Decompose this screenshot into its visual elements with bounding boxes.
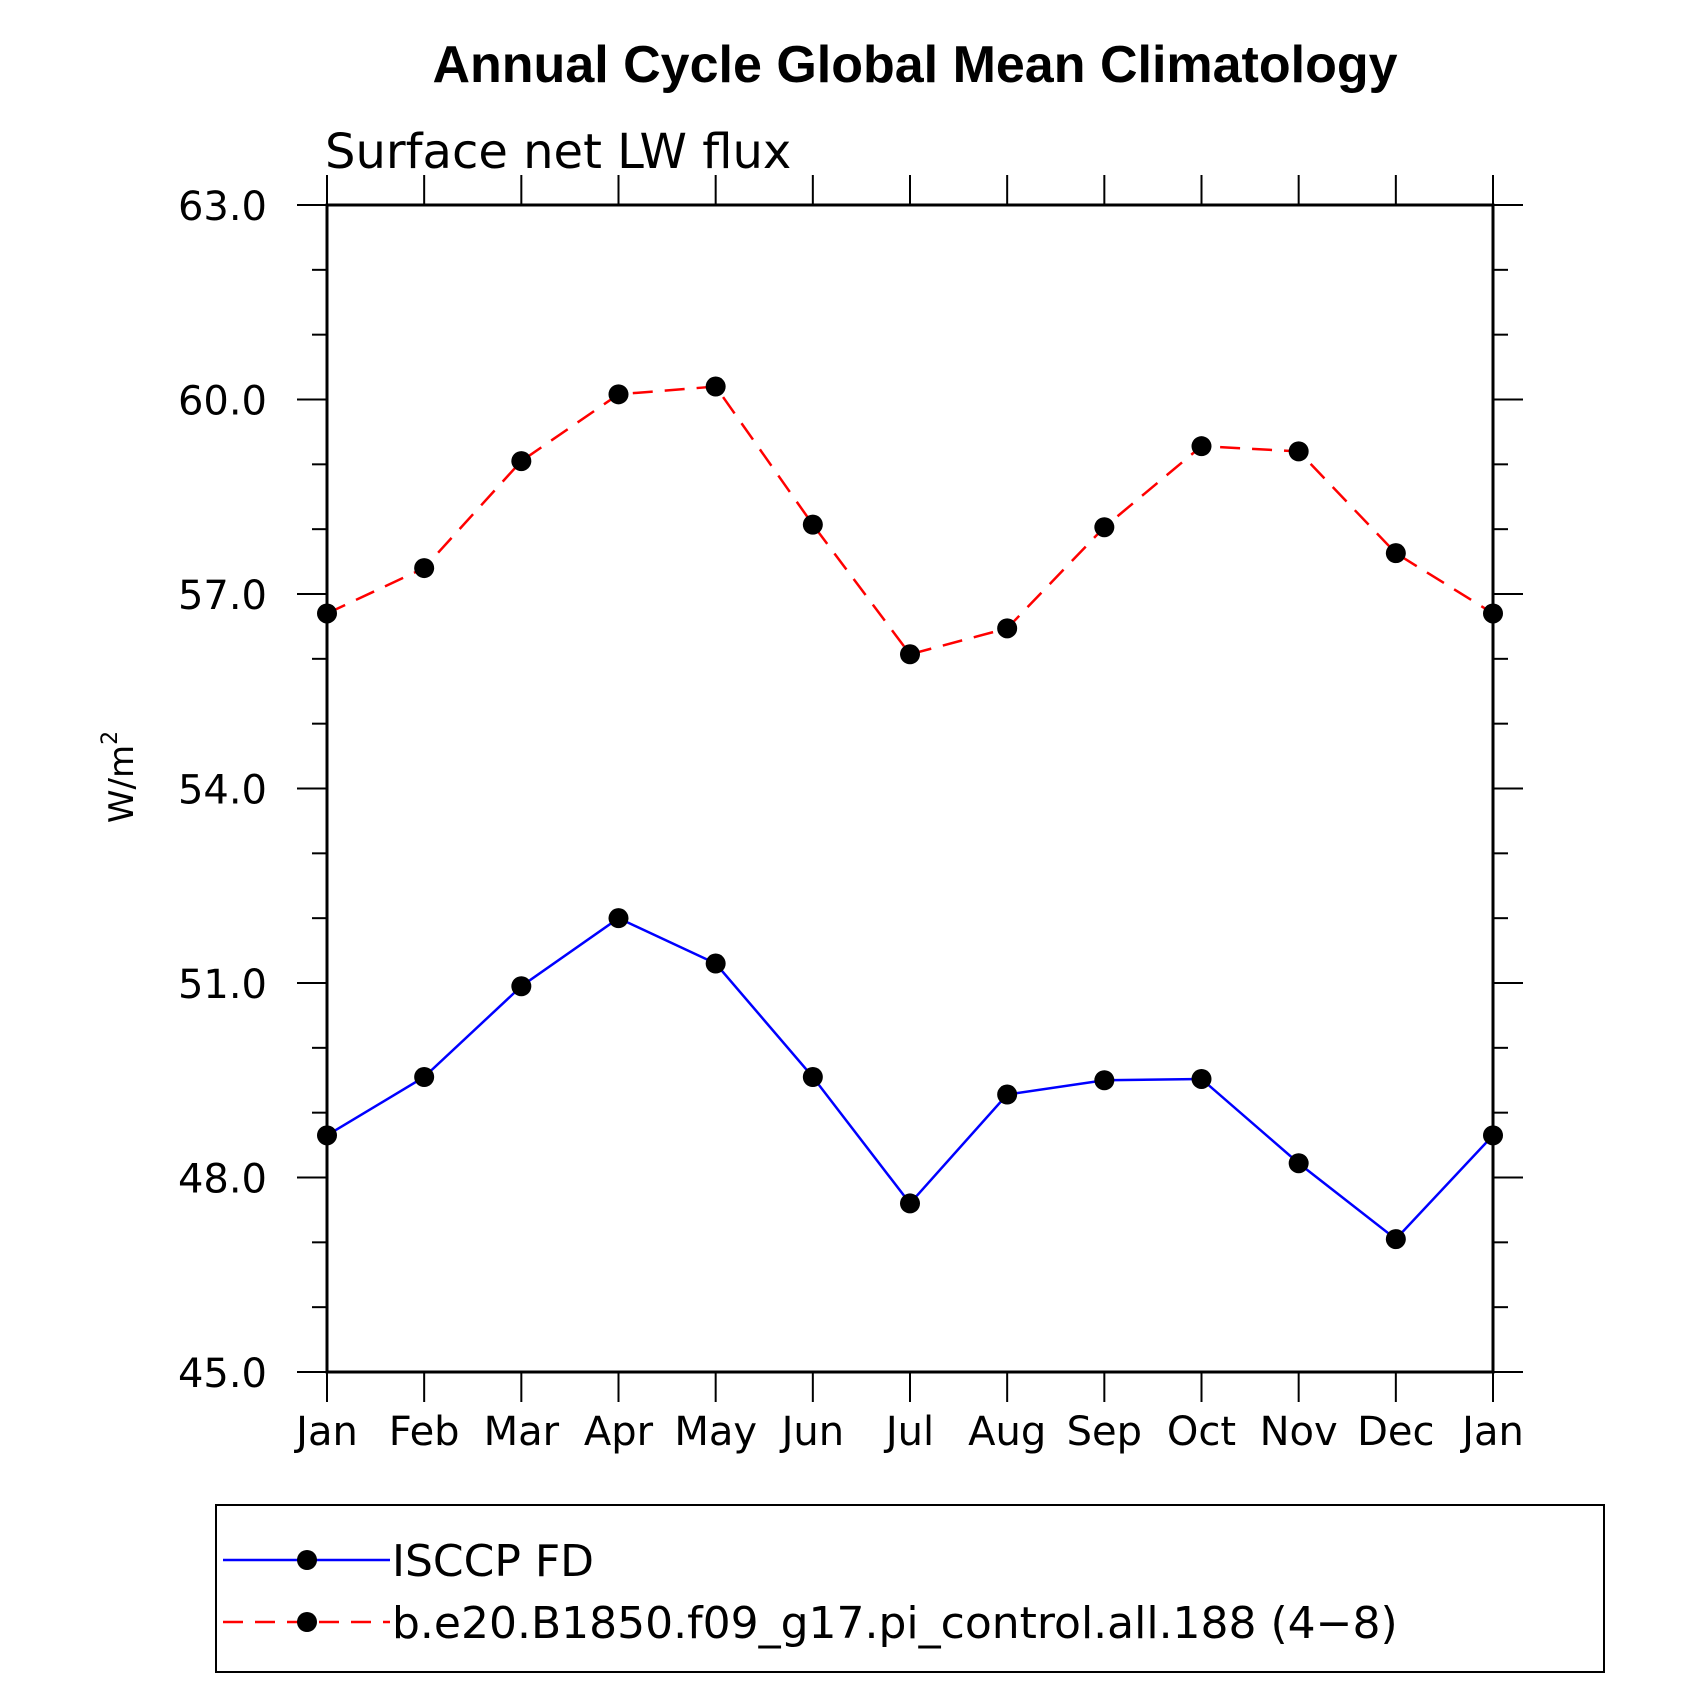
data-point — [900, 1193, 920, 1214]
y-axis-label-superscript: 2 — [98, 731, 123, 745]
x-tick-label: Feb — [389, 1409, 460, 1455]
x-tick-label: Aug — [968, 1409, 1046, 1455]
y-tick-label: 51.0 — [178, 962, 267, 1008]
y-tick-label: 48.0 — [178, 1157, 267, 1203]
data-point — [997, 1084, 1018, 1105]
legend-item: b.e20.B1850.f09_g17.pi_control.all.188 (… — [223, 1598, 1398, 1649]
chart-title: Annual Cycle Global Mean Climatology — [432, 36, 1397, 94]
data-point — [705, 953, 726, 974]
legend-marker — [297, 1550, 317, 1570]
chart-subtitle: Surface net LW flux — [325, 124, 791, 180]
svg-text:W/m2: W/m2 — [98, 731, 142, 823]
data-point — [705, 376, 726, 397]
y-axis-label-text: W/m — [102, 745, 142, 823]
x-tick-label: Sep — [1067, 1409, 1142, 1455]
x-tick-label: Mar — [484, 1409, 560, 1455]
data-point — [1191, 1068, 1212, 1089]
legend-label: ISCCP FD — [392, 1536, 594, 1587]
data-point — [1483, 603, 1503, 624]
data-point — [1191, 436, 1212, 457]
x-tick-labels: Jan Feb Mar Apr May Jun Jul Aug Sep Oct Nov Dec Jan — [293, 1409, 1524, 1455]
series-line — [326, 385, 1494, 656]
series-layer — [317, 376, 1503, 1250]
series-0 — [317, 908, 1503, 1250]
data-point — [1094, 1070, 1115, 1091]
series-line — [326, 916, 1494, 1241]
y-tick-label: 54.0 — [178, 768, 267, 814]
legend-box — [215, 1504, 1605, 1673]
legend-item: ISCCP FD — [223, 1536, 594, 1587]
data-point — [802, 1067, 823, 1088]
legend: ISCCP FD b.e20.B1850.f09_g17.pi_control.a… — [223, 1536, 1398, 1649]
data-point — [1094, 517, 1115, 538]
y-tick-label: 60.0 — [178, 379, 267, 425]
data-point — [317, 603, 337, 624]
data-point — [1483, 1125, 1503, 1146]
x-tick-label: Jun — [779, 1409, 845, 1455]
data-point — [1288, 1153, 1309, 1174]
data-point — [1385, 1229, 1406, 1250]
x-tick-label: Dec — [1357, 1409, 1434, 1455]
data-point — [997, 618, 1018, 639]
y-tick-label: 57.0 — [178, 573, 267, 619]
x-tick-label: Oct — [1167, 1409, 1236, 1455]
y-tick-label: 45.0 — [178, 1351, 267, 1397]
data-point — [414, 1067, 435, 1088]
y-tick-label: 63.0 — [178, 184, 267, 230]
data-point — [802, 514, 823, 535]
series-1 — [317, 376, 1503, 665]
data-point — [511, 976, 532, 997]
data-point — [1288, 441, 1309, 462]
x-tick-label: Apr — [584, 1409, 654, 1455]
data-point — [414, 558, 435, 579]
legend-label: b.e20.B1850.f09_g17.pi_control.all.188 (… — [392, 1598, 1398, 1649]
x-tick-label: Jul — [883, 1409, 934, 1455]
data-point — [900, 644, 920, 665]
x-tick-label: Jan — [293, 1409, 358, 1455]
y-tick-labels: 45.0 48.0 51.0 54.0 57.0 60.0 63.0 — [178, 184, 267, 1397]
axis-ticks — [297, 175, 1523, 1402]
x-tick-label: Jan — [1459, 1409, 1524, 1455]
data-point — [511, 451, 532, 472]
data-point — [317, 1125, 337, 1146]
data-point — [1385, 543, 1406, 564]
y-axis-label: W/m2 — [98, 731, 142, 823]
x-tick-label: May — [674, 1409, 757, 1455]
legend-marker — [297, 1612, 317, 1632]
x-tick-label: Nov — [1260, 1409, 1338, 1455]
data-point — [608, 384, 629, 405]
data-point — [608, 908, 629, 929]
